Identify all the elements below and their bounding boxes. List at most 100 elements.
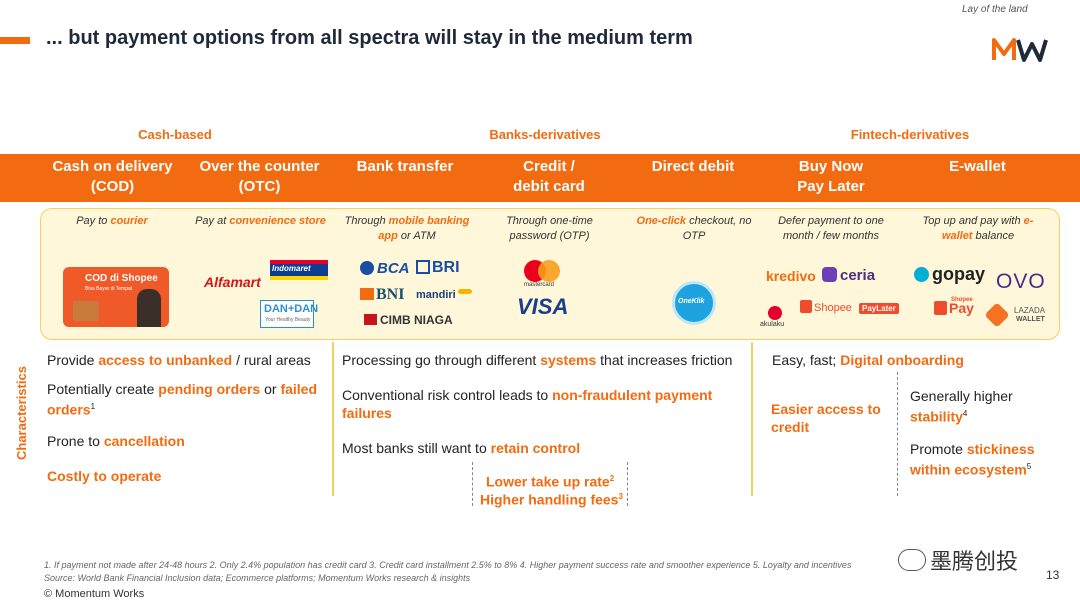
cash-char-access: Provide access to unbanked / rural areas bbox=[47, 352, 311, 368]
bri-icon bbox=[416, 260, 430, 274]
gopay-logo: gopay bbox=[914, 264, 985, 285]
desc-bank-transfer: Through mobile banking app or ATM bbox=[344, 215, 470, 242]
bca-logo: BCA bbox=[360, 260, 410, 277]
col-head-ewallet: E-wallet bbox=[949, 158, 1006, 175]
akulaku-logo: akulaku bbox=[760, 306, 790, 332]
page-number: 13 bbox=[1046, 568, 1060, 582]
oneklik-label: OneKlik bbox=[678, 298, 705, 305]
fintech-char-stability: Generally higher stability4 bbox=[910, 388, 1013, 425]
dash-banks-left bbox=[472, 462, 473, 506]
watermark: 墨腾创投 bbox=[898, 544, 1018, 576]
momentum-works-logo bbox=[992, 38, 1048, 62]
banks-char-takeup: Lower take up rate2 bbox=[486, 473, 615, 490]
characteristics-label: Characteristics bbox=[14, 366, 29, 460]
cimb-label: CIMB NIAGA bbox=[380, 313, 453, 327]
shopeepay-small-label: Shopee bbox=[951, 297, 973, 303]
bri-logo: BRI bbox=[416, 259, 460, 277]
shopee-paylater-logo: Shopee PayLater bbox=[800, 300, 899, 314]
col-head-direct-debit: Direct debit bbox=[651, 158, 735, 175]
mastercard-yellow-circle bbox=[538, 260, 560, 282]
cash-char-costly: Costly to operate bbox=[47, 468, 162, 484]
wechat-icon bbox=[898, 549, 926, 571]
column-header-band bbox=[0, 154, 1080, 202]
fintech-char-credit: Easier access to credit bbox=[771, 401, 881, 435]
col-head-card: Credit / debit card bbox=[513, 158, 585, 195]
oneklik-logo: OneKlik bbox=[672, 281, 716, 325]
lazada-sublabel: WALLET bbox=[1016, 316, 1045, 323]
lazada-wallet-logo: LAZADA WALLET bbox=[984, 302, 1048, 330]
source-note: Source: World Bank Financial Inclusion d… bbox=[44, 573, 471, 583]
cash-char-pending: Potentially create pending orders or fai… bbox=[47, 381, 318, 418]
akulaku-icon bbox=[768, 306, 782, 320]
page-title: ... but payment options from all spectra… bbox=[46, 27, 693, 49]
bri-label: BRI bbox=[432, 259, 460, 276]
fintech-char-onboarding: Easy, fast; Digital onboarding bbox=[772, 352, 964, 368]
akulaku-label: akulaku bbox=[760, 321, 785, 328]
section-tagline: Lay of the land bbox=[962, 4, 1028, 15]
col-head-bank-transfer: Bank transfer bbox=[356, 158, 454, 175]
shopee-paylater-label: Shopee bbox=[814, 302, 852, 314]
col-head-cod: Cash on delivery (COD) bbox=[52, 158, 173, 195]
group-label-fintech: Fintech-derivatives bbox=[850, 127, 970, 142]
paylater-badge: PayLater bbox=[859, 303, 899, 314]
package-box-icon bbox=[73, 301, 99, 321]
desc-ewallet: Top up and pay with e-wallet balance bbox=[922, 215, 1034, 242]
indomaret-logo: Indomaret bbox=[270, 260, 328, 280]
desc-card: Through one-time password (OTP) bbox=[506, 215, 593, 242]
bni-label: BNI bbox=[376, 286, 405, 303]
group-label-cash: Cash-based bbox=[138, 127, 212, 142]
shopeepay-logo: Pay Shopee bbox=[934, 297, 974, 316]
footnotes: 1. If payment not made after 24-48 hours… bbox=[44, 560, 852, 570]
banks-char-control: Most banks still want to retain control bbox=[342, 440, 581, 456]
ceria-icon bbox=[822, 267, 837, 282]
dandan-sublabel: Your Healthy Beauty bbox=[265, 317, 311, 323]
dandan-logo: DAN+DAN Your Healthy Beauty bbox=[260, 300, 318, 328]
ceria-logo: ceria bbox=[822, 267, 875, 284]
dash-banks-right bbox=[627, 462, 628, 506]
bni-icon bbox=[360, 288, 374, 300]
dandan-label: DAN+DAN bbox=[264, 303, 319, 315]
cod-shopee-card: COD di Shopee Bisa Bayar di Tempat bbox=[63, 267, 169, 327]
group-label-banks: Banks-derivatives bbox=[489, 127, 601, 142]
copyright: © Momentum Works bbox=[44, 588, 145, 600]
cimb-niaga-logo: CIMB NIAGA bbox=[364, 313, 453, 327]
shopeepay-icon bbox=[934, 301, 947, 315]
fintech-char-stickiness: Promote stickiness within ecosystem5 bbox=[910, 441, 1035, 478]
ceria-label: ceria bbox=[840, 267, 876, 284]
banks-char-systems: Processing go through different systems … bbox=[342, 352, 733, 368]
cash-char-cancellation: Prone to cancellation bbox=[47, 433, 185, 449]
banks-char-fees: Higher handling fees3 bbox=[480, 491, 623, 508]
lazada-label: LAZADA bbox=[1014, 306, 1046, 315]
mastercard-logo: mastercard bbox=[522, 260, 562, 290]
divider-banks-fintech bbox=[751, 342, 753, 496]
cod-card-title: COD di Shopee bbox=[85, 273, 158, 284]
gopay-icon bbox=[914, 267, 929, 282]
shopeepay-label: Pay bbox=[949, 300, 974, 316]
alfamart-logo: Alfamart bbox=[204, 274, 261, 290]
visa-logo: VISA bbox=[517, 294, 569, 319]
col-head-otc: Over the counter (OTC) bbox=[199, 158, 320, 195]
gopay-label: gopay bbox=[932, 264, 986, 284]
desc-otc: Pay at convenience store bbox=[195, 215, 326, 227]
desc-direct-debit: One-click checkout, no OTP bbox=[636, 215, 752, 242]
shopee-bag-icon bbox=[800, 300, 812, 313]
bca-label: BCA bbox=[377, 260, 410, 277]
title-accent-bar bbox=[0, 37, 30, 44]
col-head-bnpl: Buy Now Pay Later bbox=[797, 158, 865, 195]
banks-char-risk: Conventional risk control leads to non-f… bbox=[342, 387, 713, 421]
watermark-text: 墨腾创投 bbox=[930, 549, 1019, 574]
bni-logo: BNI bbox=[360, 286, 404, 304]
mastercard-label: mastercard bbox=[524, 282, 555, 288]
ovo-logo: OVO bbox=[996, 270, 1046, 293]
mandiri-wave-icon bbox=[457, 289, 472, 294]
divider-cash-banks bbox=[332, 342, 334, 496]
bca-icon bbox=[360, 261, 374, 275]
mandiri-logo: mandiri bbox=[416, 289, 472, 301]
desc-bnpl: Defer payment to one month / few months bbox=[778, 215, 884, 242]
indomaret-label: Indomaret bbox=[272, 264, 311, 273]
mandiri-label: mandiri bbox=[416, 289, 456, 301]
dash-fintech-split bbox=[897, 372, 898, 496]
lazada-heart-icon bbox=[984, 302, 1010, 328]
cimb-icon bbox=[364, 314, 377, 325]
kredivo-logo: kredivo bbox=[766, 268, 816, 284]
